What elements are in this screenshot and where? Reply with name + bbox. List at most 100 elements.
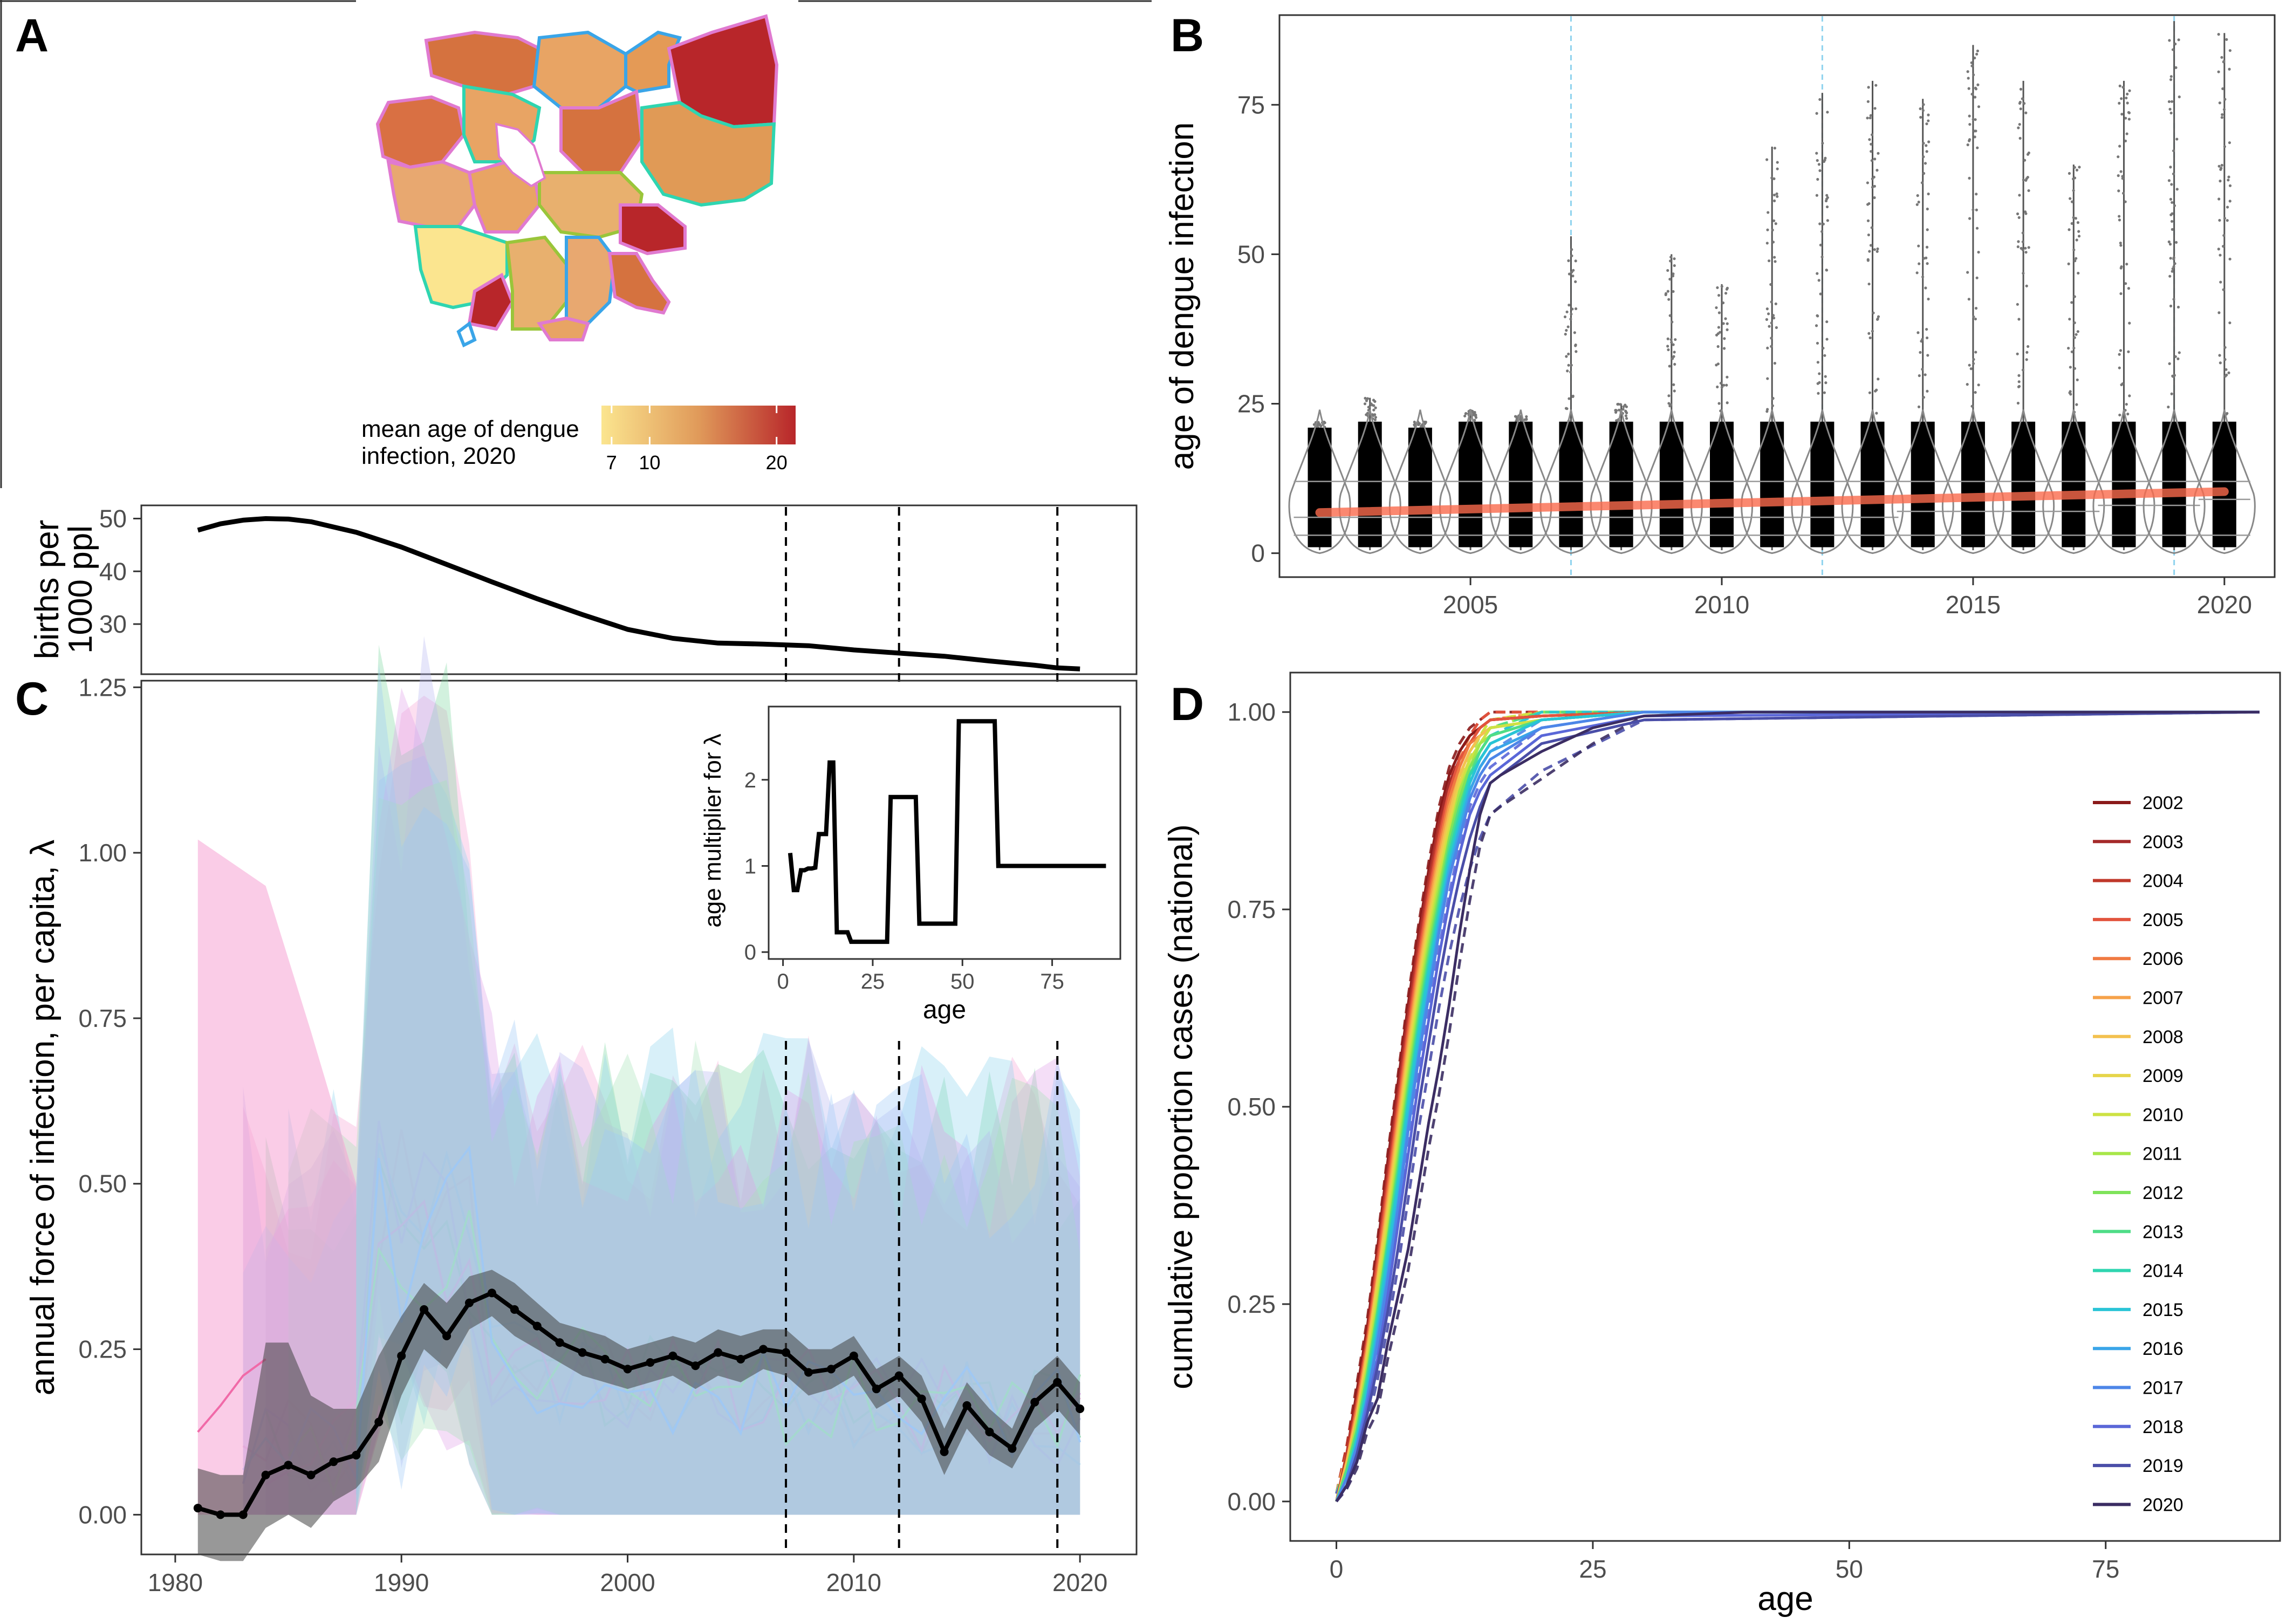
panel-b-point: [1970, 405, 1974, 408]
panel-b-point: [1922, 142, 1925, 145]
panel-b-xtick-label: 2010: [1694, 591, 1749, 619]
panel-b-point: [2217, 165, 2221, 168]
panel-d-legend-label: 2009: [2143, 1066, 2184, 1086]
panel-b-point: [2023, 159, 2027, 162]
panel-b-point: [1925, 144, 1928, 147]
panel-b-point: [2167, 406, 2170, 409]
panel-b-point: [1473, 419, 1476, 422]
panel-b-point: [1773, 361, 1777, 365]
panel-d-ytick-label: 0.00: [1227, 1488, 1276, 1516]
panel-d-legend-label: 2014: [2143, 1261, 2184, 1282]
panel-b-point: [2170, 100, 2174, 103]
births-line: [197, 516, 1080, 671]
births-ytick-label: 30: [99, 610, 127, 638]
panel-b-point: [1574, 280, 1577, 283]
panel-b-year-group: [1590, 402, 1653, 554]
panel-b-point: [1974, 129, 1977, 133]
panel-b-point: [1866, 219, 1870, 222]
panel-b-point: [1966, 383, 1969, 386]
panel-b-point: [1672, 355, 1675, 358]
panel-c-national-point: [759, 1345, 768, 1354]
panel-b-point: [2017, 318, 2021, 321]
panel-b-point: [1667, 394, 1671, 398]
panel-b-point: [2217, 70, 2220, 73]
panel-b-point: [1672, 272, 1675, 276]
panel-b-point: [1922, 172, 1926, 175]
map-legend: mean age of dengue infection, 2020 7 10 20: [361, 406, 796, 474]
panel-b-point: [2025, 358, 2028, 361]
panel-b-point: [1924, 162, 1927, 165]
panel-d-series-line: [1335, 710, 2260, 1502]
panel-b-point: [2077, 230, 2080, 233]
panel-b-point: [2227, 175, 2230, 179]
panel-b-point: [1574, 259, 1577, 263]
panel-b-point: [2219, 253, 2222, 257]
panel-c-plot: 1980 1990 2000 2010 20200.000.250.500.751.00…: [78, 636, 1107, 1596]
panel-b-year-group: [1841, 80, 1904, 554]
panel-b-point: [1873, 248, 1876, 251]
panel-b-point: [2228, 184, 2232, 187]
panel-b-point: [2218, 218, 2221, 222]
panel-b-point: [1668, 365, 1671, 368]
panel-b-point: [2224, 368, 2228, 371]
panel-c-province-line: [197, 1358, 266, 1433]
panel-b-point: [2017, 216, 2021, 219]
panel-b-point: [1775, 192, 1778, 195]
panel-b-point: [1974, 390, 1977, 394]
panel-b-point: [2016, 212, 2020, 216]
panel-b-point: [1672, 343, 1675, 346]
panel-b-point: [1775, 326, 1778, 329]
panel-d-series-line: [1335, 710, 2260, 1502]
panel-b-point: [1866, 259, 1870, 262]
panel-b-point: [1970, 92, 1974, 96]
panel-b-year-group: [1741, 146, 1804, 554]
panel-b-point: [1771, 241, 1775, 244]
panel-b-point: [1974, 118, 1977, 121]
panel-b-point: [1918, 374, 1921, 378]
panel-d-series-line: [1335, 710, 2260, 1503]
panel-c-national-point: [691, 1361, 700, 1371]
panel-c-national-point: [442, 1332, 451, 1340]
panel-b-point: [1816, 177, 1819, 181]
panel-c-national-point: [962, 1401, 971, 1410]
panel-b-point: [1765, 410, 1769, 413]
panel-b-point: [2221, 87, 2224, 91]
panel-b-point: [1922, 155, 1925, 159]
panel-b-point: [2072, 248, 2076, 251]
panel-b-point: [1926, 354, 1929, 357]
panel-b-point: [1867, 86, 1870, 89]
panel-d-series-line: [1335, 710, 2260, 1503]
panel-b-point: [1974, 86, 1977, 90]
panel-b-point: [1820, 230, 1824, 233]
panel-b-point: [2171, 48, 2175, 51]
panel-b-point: [1872, 311, 1875, 314]
panel-b-point: [1720, 386, 1723, 389]
panel-b-point: [1666, 269, 1669, 272]
panel-b-plot: 2005 2010 2015 2020 0 25 50 75: [1237, 16, 2256, 619]
panel-d-xlabel: age: [1757, 1580, 1813, 1618]
panel-b-point: [1977, 105, 1981, 108]
panel-b-point: [2027, 189, 2030, 193]
panel-b-point: [2218, 101, 2221, 105]
panel-b-point: [1722, 347, 1726, 350]
panel-c-ytick-label: 0.00: [78, 1500, 127, 1529]
panel-c-national-point: [804, 1368, 813, 1377]
panel-b-year-group: [1791, 93, 1854, 554]
panel-b-point: [1717, 293, 1721, 297]
panel-b-point: [1975, 208, 1978, 211]
panel-b-point: [2021, 368, 2025, 372]
panel-b-point: [1722, 322, 1725, 325]
panel-b-point: [1968, 139, 1971, 142]
panel-b-point: [1974, 351, 1977, 354]
births-plot: 30 40 50: [99, 504, 1080, 684]
panel-b-point: [1771, 314, 1775, 317]
panel-b-point: [1776, 195, 1779, 198]
panel-b-core: [1860, 421, 1885, 547]
panel-b-point: [2127, 118, 2131, 121]
panel-b-violin: [1590, 409, 1653, 554]
panel-b-point: [1624, 410, 1627, 413]
panel-c-province-ribbon: [197, 839, 357, 1515]
panel-a-label: A: [15, 10, 49, 61]
panel-b-point: [1826, 219, 1829, 222]
